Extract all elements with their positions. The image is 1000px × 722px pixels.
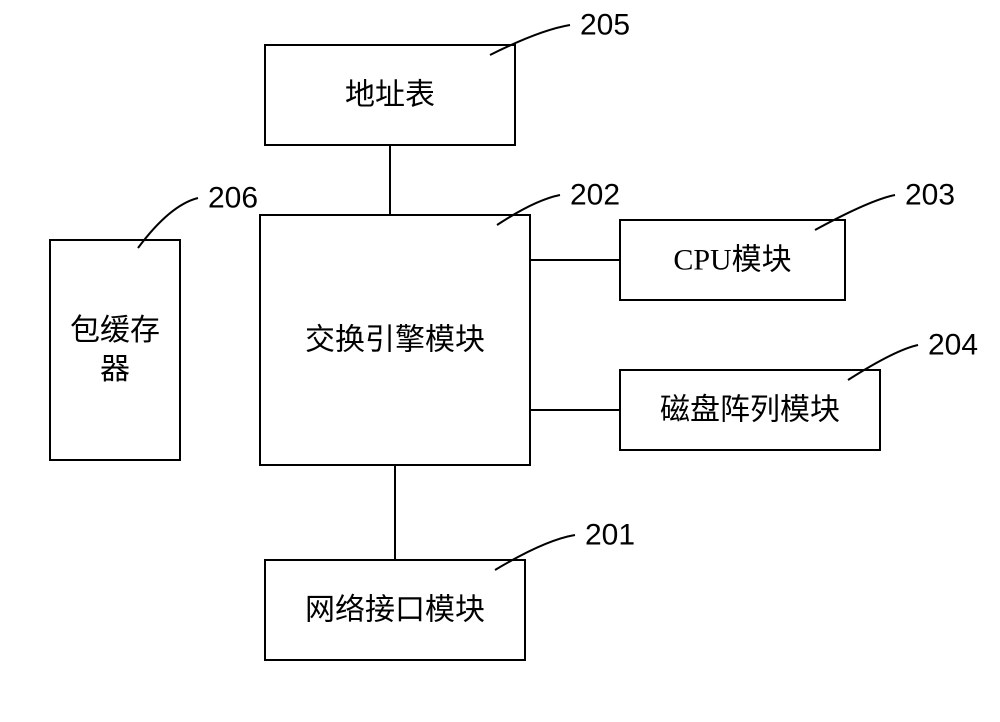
block-205: 地址表 — [265, 45, 515, 145]
ref-number: 203 — [905, 179, 955, 212]
ref-number: 204 — [928, 329, 978, 362]
ref-number: 206 — [208, 182, 258, 215]
ref-number: 201 — [585, 519, 635, 552]
block-label: 地址表 — [345, 79, 435, 112]
block-label: 网络接口模块 — [305, 594, 485, 627]
block-label: 交换引擎模块 — [305, 324, 485, 357]
block-201: 网络接口模块 — [265, 560, 525, 660]
block-label: 器 — [100, 353, 130, 386]
block-202: 交换引擎模块 — [260, 215, 530, 465]
block-206: 包缓存器 — [50, 240, 180, 460]
block-203: CPU模块 — [620, 220, 845, 300]
ref-number: 205 — [580, 9, 630, 42]
block-204: 磁盘阵列模块 — [620, 370, 880, 450]
block-label: 包缓存 — [70, 314, 160, 347]
ref-number: 202 — [570, 179, 620, 212]
block-label: 磁盘阵列模块 — [660, 394, 840, 427]
block-rect — [50, 240, 180, 460]
block-label: CPU模块 — [673, 244, 791, 277]
